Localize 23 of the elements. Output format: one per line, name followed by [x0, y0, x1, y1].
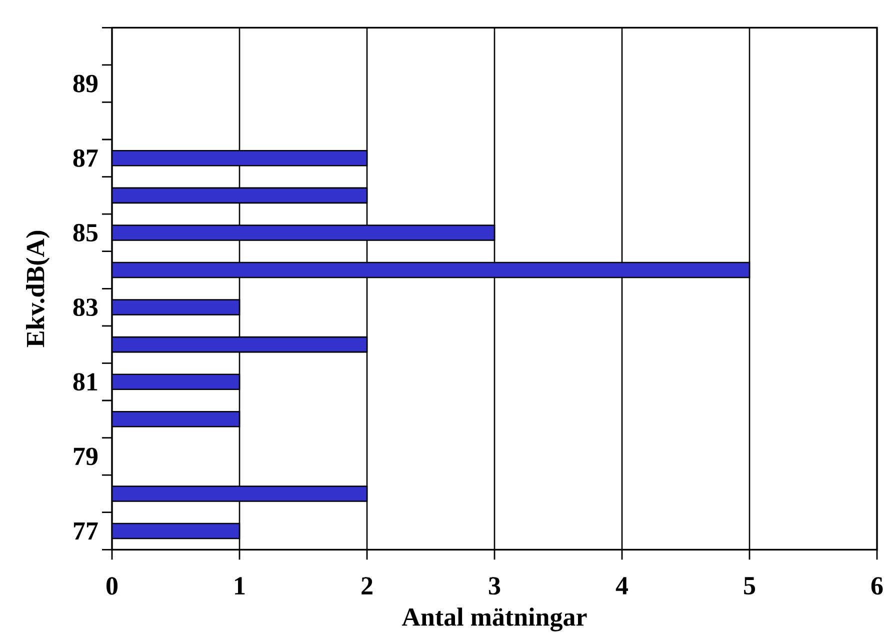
y-tick-label: 83 — [73, 298, 98, 316]
x-tick-label: 1 — [235, 577, 245, 594]
x-tick-label: 3 — [488, 577, 500, 595]
x-tick-label: 4 — [616, 577, 628, 594]
y-tick-label: 87 — [73, 149, 98, 167]
bar — [112, 336, 368, 353]
bar — [112, 262, 750, 278]
bar — [112, 187, 368, 204]
x-tick-label: 6 — [871, 577, 883, 595]
bar — [112, 150, 368, 166]
y-tick-label: 79 — [74, 448, 98, 466]
bar — [112, 486, 368, 502]
x-tick-label: 5 — [744, 577, 756, 594]
y-tick-label: 85 — [73, 224, 98, 242]
y-tick-label: 77 — [74, 522, 98, 540]
y-axis-title: Ekv.dB(A) — [26, 230, 50, 348]
y-tick-label: 81 — [73, 373, 98, 391]
bar — [112, 522, 240, 540]
x-tick-label: 2 — [362, 577, 372, 594]
x-axis-title: Antal mätningar — [402, 608, 587, 632]
bar — [112, 224, 496, 241]
y-tick-label: 89 — [73, 74, 98, 92]
x-tick-label: 0 — [106, 577, 118, 595]
